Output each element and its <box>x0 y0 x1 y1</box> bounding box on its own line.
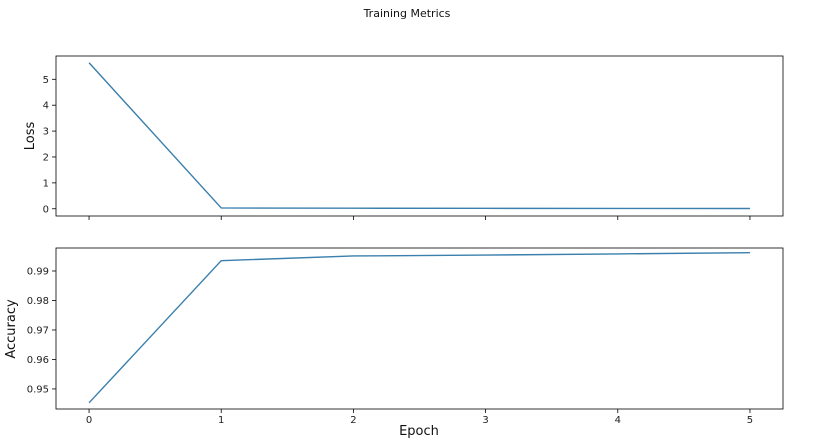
accuracy-line <box>88 252 750 404</box>
accuracy-x-tick-label: 5 <box>747 415 753 426</box>
loss-line <box>88 62 750 210</box>
loss-y-tick-label: 4 <box>43 101 49 112</box>
loss-panel: 0 1 2 3 4 5 Loss <box>23 55 784 220</box>
accuracy-plot-frame <box>55 247 784 410</box>
accuracy-y-tick-label: 0.98 <box>27 296 49 307</box>
accuracy-x-tick-label: 0 <box>86 415 92 426</box>
accuracy-panel: 0 1 2 3 4 5 0.95 0.96 0.97 0.98 0.99 Accuracy <box>4 247 784 426</box>
accuracy-y-tick-label: 0.96 <box>27 355 49 366</box>
accuracy-x-tick-label: 3 <box>482 415 488 426</box>
chart-title: Training Metrics <box>363 7 451 20</box>
accuracy-x-tick-label: 1 <box>218 415 224 426</box>
accuracy-x-tick-label: 2 <box>350 415 356 426</box>
loss-y-tick-label: 1 <box>43 178 49 189</box>
loss-y-tick-label: 2 <box>43 152 49 163</box>
loss-y-ticks: 0 1 2 3 4 5 <box>43 75 56 215</box>
accuracy-y-ticks: 0.95 0.96 0.97 0.98 0.99 <box>27 267 56 395</box>
accuracy-y-tick-label: 0.99 <box>27 267 49 278</box>
accuracy-y-tick-label: 0.95 <box>27 384 49 395</box>
accuracy-x-ticks: 0 1 2 3 4 5 <box>86 409 753 426</box>
x-axis-label: Epoch <box>399 424 439 439</box>
loss-x-ticks <box>88 216 751 220</box>
accuracy-points <box>89 252 750 403</box>
accuracy-axis-label: Accuracy <box>4 299 19 359</box>
loss-y-tick-label: 5 <box>43 75 49 86</box>
accuracy-y-tick-label: 0.97 <box>27 325 49 336</box>
loss-plot-frame <box>55 55 784 217</box>
loss-axis-label: Loss <box>23 122 38 151</box>
accuracy-x-tick-label: 4 <box>615 415 621 426</box>
loss-y-tick-label: 3 <box>43 127 49 138</box>
loss-y-tick-label: 0 <box>43 204 49 215</box>
loss-points <box>89 62 750 209</box>
